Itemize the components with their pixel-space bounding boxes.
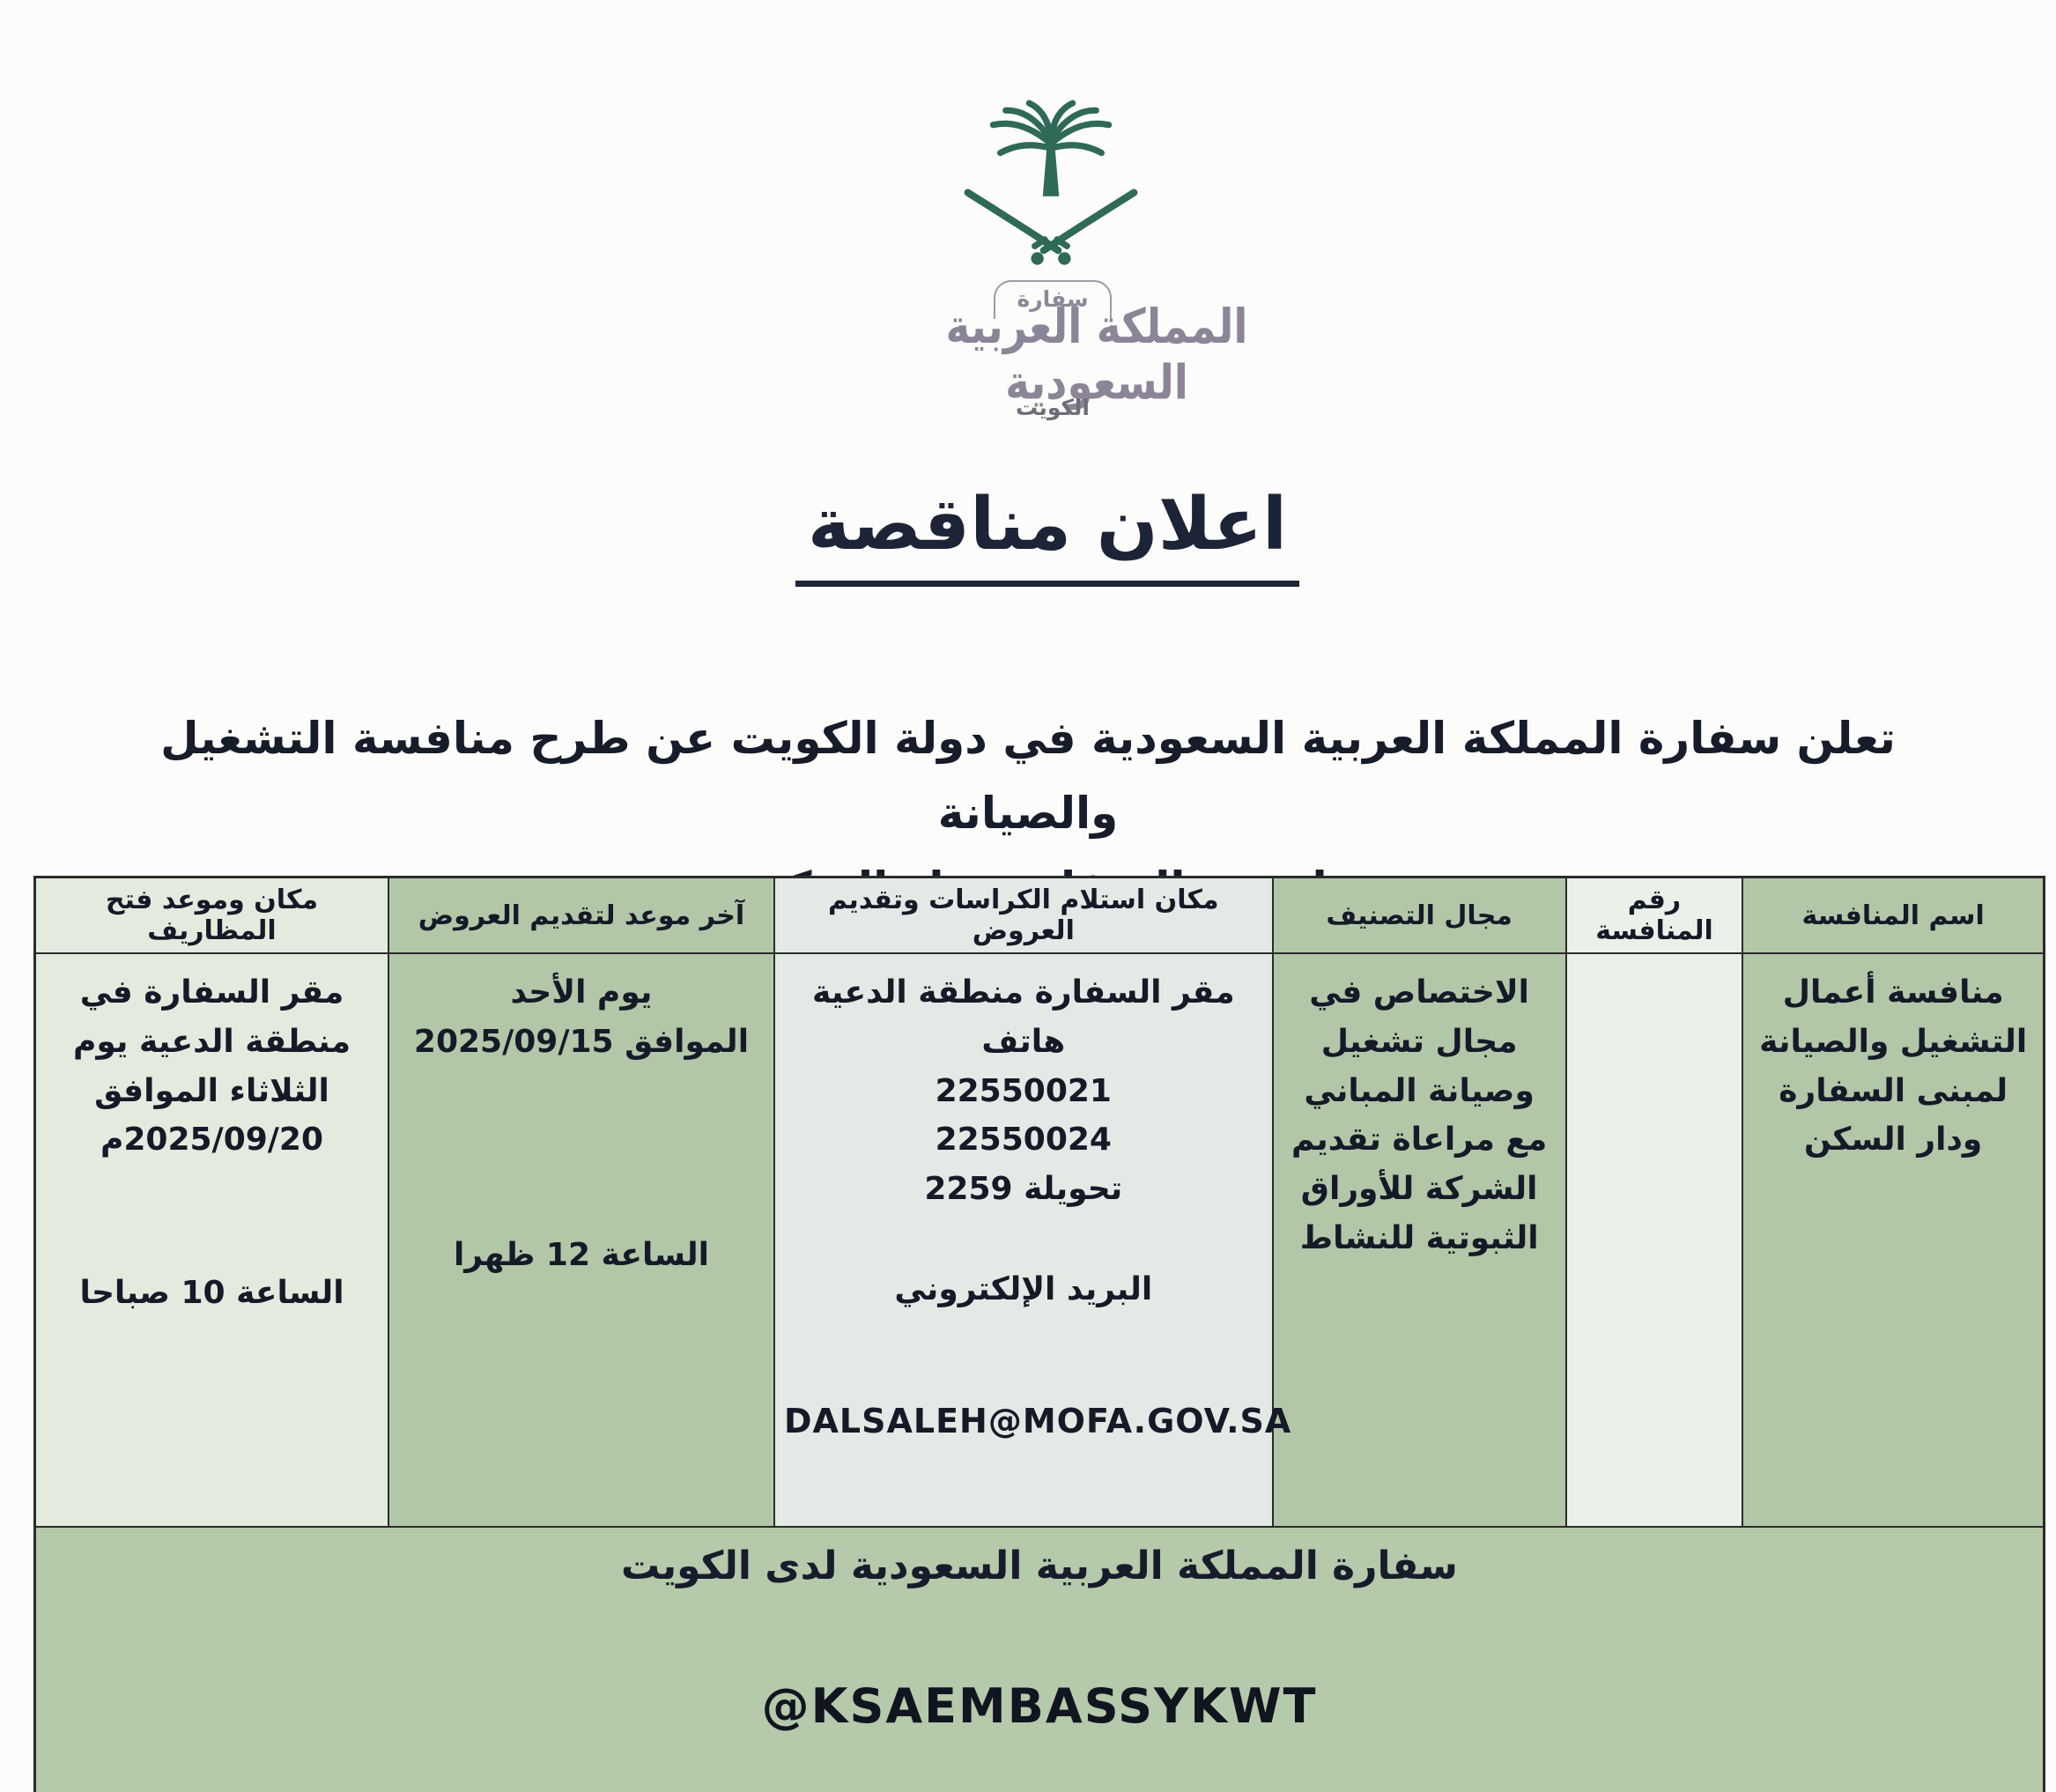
header-competition-number: رقم المنافسة — [1564, 876, 1744, 954]
email-address: DALSALEH@MOFA.GOV.SA — [783, 1401, 1292, 1440]
cell-envelope-opening: مقر السفارة في منطقة الدعية يوم الثلاثاء… — [33, 952, 389, 1528]
saudi-emblem-icon — [941, 99, 1161, 279]
embassy-location-line: مقر السفارة منطقة الدعية — [811, 974, 1235, 1011]
kuwait-label: الكويت — [1015, 395, 1091, 420]
title-row: اعلان مناقصة — [0, 483, 2056, 587]
header-classification: مجال التصنيف — [1271, 876, 1567, 954]
deadline-time: الساعة 12 ظهرا — [453, 1236, 709, 1273]
cell-submission-deadline: يوم الأحد الموافق 2025/09/15 الساعة 12 ظ… — [388, 952, 775, 1528]
header-receiving-place: مكان استلام الكراسات وتقديم العروض — [773, 876, 1274, 954]
embassy-label-frame: سفارة — [994, 280, 1112, 319]
email-label: البريد الإلكتروني — [894, 1270, 1153, 1307]
cell-competition-name: منافسة أعمال التشغيل والصيانة لمبنى السف… — [1742, 952, 2045, 1528]
cell-receiving-place: مقر السفارة منطقة الدعية هاتف 22550021 2… — [773, 952, 1292, 1528]
kingdom-calligraphy: المملكة العربية السعودية — [945, 299, 1248, 411]
table-header-row: اسم المنافسة رقم المنافسة مجال التصنيف م… — [33, 876, 2045, 954]
header-envelope-opening: مكان وموعد فتح المظاريف — [33, 876, 389, 954]
extension-number: تحويلة 2259 — [924, 1171, 1123, 1208]
embassy-label: سفارة — [1017, 286, 1089, 312]
header-submission-deadline: آخر موعد لتقديم العروض — [388, 876, 775, 954]
deadline-date: الموافق 2025/09/15 — [413, 1023, 750, 1060]
table-footer-row: سفارة المملكة العربية السعودية لدى الكوي… — [33, 1526, 2045, 1792]
intro-line-1: تعلن سفارة المملكة العربية السعودية في د… — [160, 713, 1896, 839]
phone-number-1: 22550021 — [935, 1072, 1112, 1109]
embassy-name-footer: سفارة المملكة العربية السعودية لدى الكوي… — [621, 1544, 1458, 1588]
opening-place-date: مقر السفارة في منطقة الدعية يوم الثلاثاء… — [72, 974, 351, 1159]
opening-time: الساعة 10 صباحا — [79, 1275, 344, 1312]
phone-number-2: 22550024 — [935, 1122, 1112, 1159]
cell-classification: الاختصاص في مجال تشغيل وصيانة المباني مع… — [1271, 952, 1567, 1528]
tender-table: اسم المنافسة رقم المنافسة مجال التصنيف م… — [33, 876, 2045, 1792]
footer-cell: سفارة المملكة العربية السعودية لدى الكوي… — [33, 1526, 2045, 1792]
table-body-row: منافسة أعمال التشغيل والصيانة لمبنى السف… — [33, 952, 2045, 1528]
intro-paragraph: تعلن سفارة المملكة العربية السعودية في د… — [103, 701, 1953, 926]
social-handle: @KSAEMBASSYKWT — [761, 1678, 1318, 1734]
page-title: اعلان مناقصة — [795, 483, 1300, 587]
phone-label: هاتف — [981, 1023, 1066, 1060]
cell-competition-number — [1564, 952, 1744, 1528]
deadline-day: يوم الأحد — [510, 974, 653, 1011]
header-competition-name: اسم المنافسة — [1742, 876, 2045, 954]
